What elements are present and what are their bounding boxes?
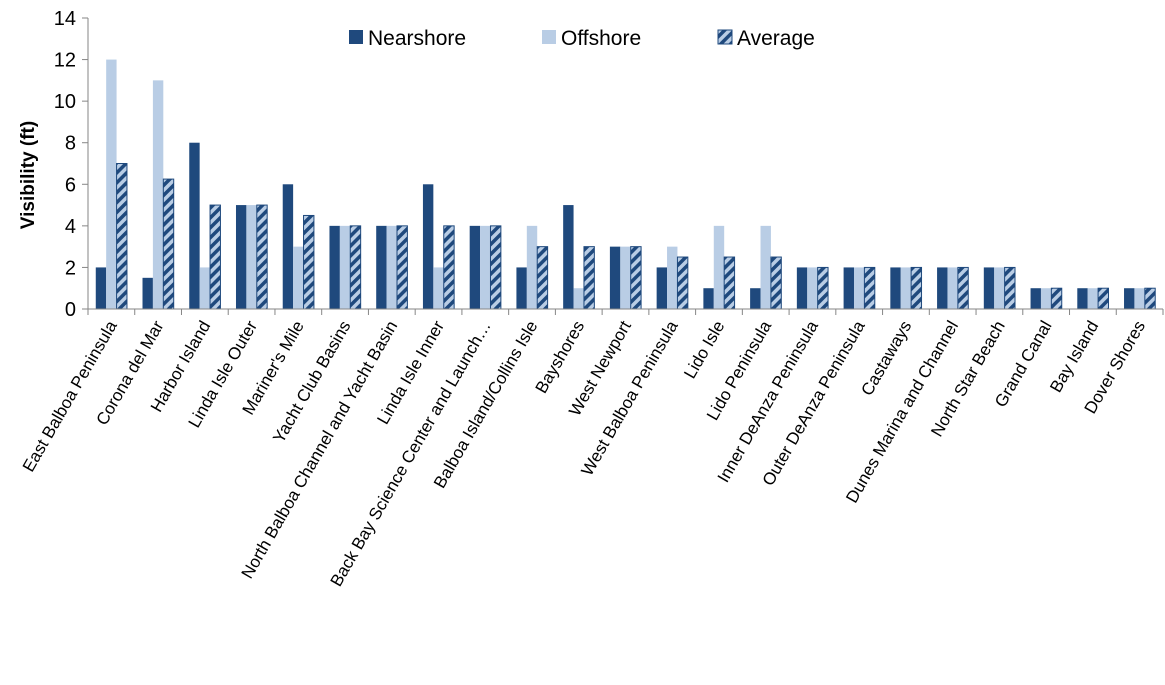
bar-nearshore-14 [750,288,761,309]
bar-offshore-0 [106,59,117,310]
legend-label-nearshore: Nearshore [368,27,466,50]
bar-average-10 [583,246,595,310]
bar-average-15 [817,266,829,310]
bar-nearshore-10 [563,205,574,309]
bar-offshore-4 [293,246,304,309]
legend-label-average: Average [737,27,815,50]
bar-offshore-10 [573,288,584,309]
y-tick-label: 0 [65,299,76,321]
bar-offshore-7 [433,267,444,309]
bar-nearshore-5 [329,225,340,309]
bar-offshore-8 [480,225,491,309]
bar-average-0 [116,163,128,310]
bar-offshore-3 [246,205,257,309]
bar-offshore-16 [853,267,865,309]
bar-offshore-6 [386,225,398,309]
bar-offshore-12 [667,246,678,309]
bar-nearshore-9 [516,267,527,309]
bar-average-22 [1144,287,1156,310]
bar-nearshore-19 [983,267,995,309]
bar-offshore-17 [900,267,912,309]
bar-offshore-15 [807,267,818,309]
bar-average-19 [1004,266,1016,310]
y-tick-label: 2 [65,257,76,279]
bar-nearshore-6 [376,225,387,309]
x-category-label: Lido Isle [680,318,728,382]
bar-nearshore-17 [890,267,901,309]
bar-nearshore-15 [796,267,808,309]
bar-average-8 [489,225,502,310]
bar-average-4 [303,214,315,310]
bar-offshore-9 [526,225,538,309]
bar-offshore-1 [152,80,164,309]
y-tick-label: 4 [65,216,76,238]
bar-offshore-2 [199,267,211,309]
bar-nearshore-12 [656,267,668,309]
bar-nearshore-20 [1030,288,1041,309]
bar-nearshore-1 [142,277,153,309]
bar-average-16 [863,266,876,310]
y-tick-label: 10 [54,91,76,113]
bar-offshore-20 [1040,288,1052,309]
y-axis-title: Visibility (ft) [18,121,39,229]
y-tick-label: 12 [54,50,76,72]
bar-nearshore-2 [189,142,200,309]
legend-swatch-average [717,29,733,45]
bar-average-7 [443,225,455,310]
bar-offshore-13 [713,225,725,309]
bar-average-12 [676,256,689,310]
bar-nearshore-22 [1124,288,1135,309]
bar-average-1 [162,178,175,310]
bar-average-20 [1050,287,1063,310]
bar-nearshore-8 [469,225,481,309]
bar-nearshore-13 [703,288,714,309]
bar-offshore-5 [339,225,351,309]
bar-average-18 [957,266,969,310]
bar-nearshore-16 [843,267,854,309]
bar-average-21 [1097,287,1109,310]
bar-average-6 [396,225,408,310]
bar-offshore-18 [947,267,958,309]
bar-nearshore-3 [235,205,247,309]
y-tick-label: 8 [65,133,76,155]
bar-average-5 [349,225,362,310]
bar-offshore-21 [1087,288,1099,309]
bar-average-9 [536,246,549,310]
y-tick-label: 14 [54,8,76,30]
bar-average-13 [723,256,736,310]
bar-nearshore-0 [95,267,107,309]
bar-offshore-22 [1134,288,1145,309]
bar-offshore-11 [620,246,631,309]
bar-nearshore-11 [609,246,621,309]
legend-label-offshore: Offshore [561,27,641,50]
bar-nearshore-7 [422,184,434,309]
bar-average-17 [910,266,923,310]
bar-offshore-14 [760,225,771,309]
bar-nearshore-21 [1077,288,1088,309]
bar-nearshore-18 [937,267,948,309]
bar-average-14 [770,256,782,310]
legend-swatch-offshore [542,30,556,44]
bar-average-3 [256,204,268,310]
bar-nearshore-4 [282,184,294,309]
bar-average-11 [630,246,642,310]
legend-swatch-nearshore [349,30,363,44]
bar-offshore-19 [994,267,1005,309]
bar-average-2 [209,204,221,310]
y-tick-label: 6 [65,174,76,196]
